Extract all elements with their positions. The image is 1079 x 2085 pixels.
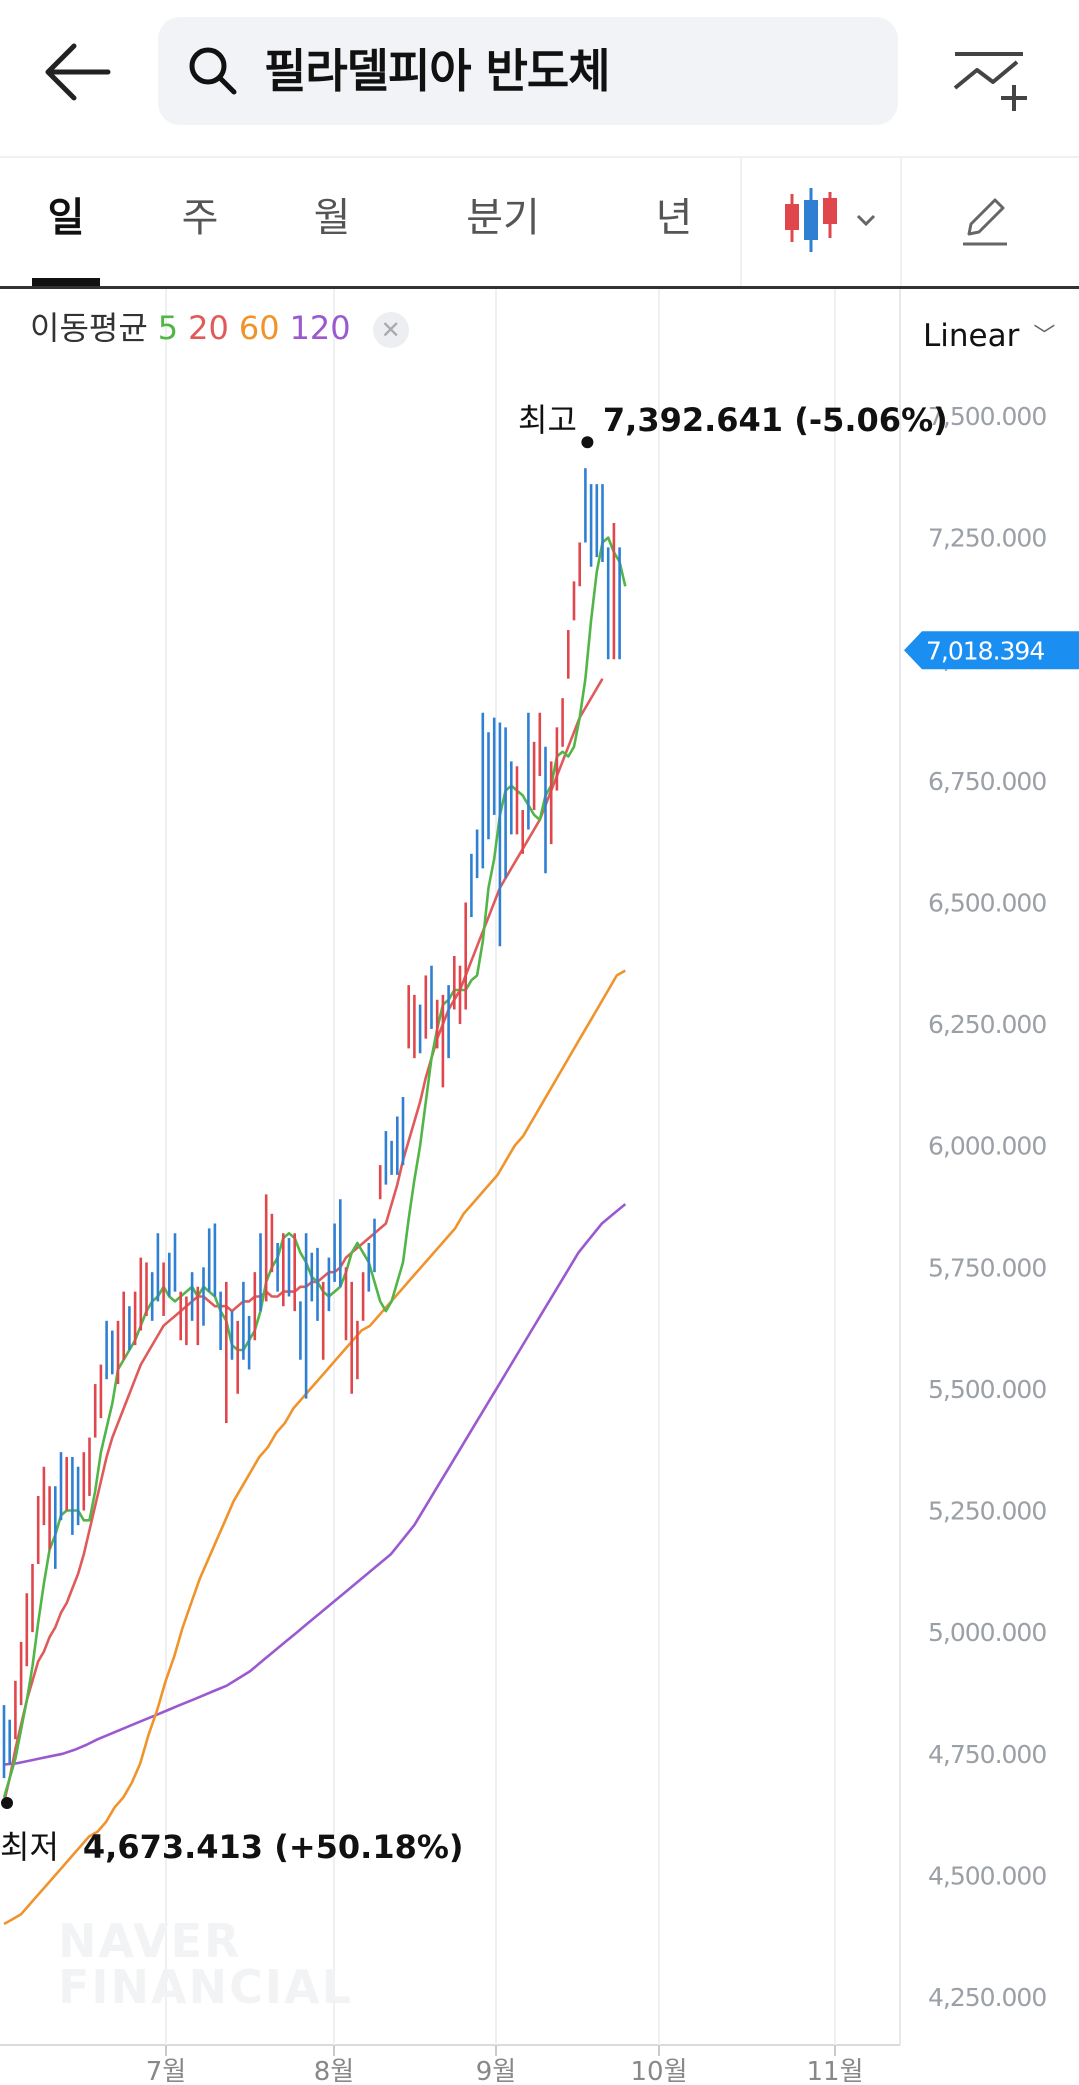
y-tick-label: 4,250.000	[928, 1983, 1046, 2012]
tab-yearly[interactable]: 년	[655, 195, 693, 241]
x-tick-label: 9월	[476, 2057, 516, 2085]
search-query-text: 필라델피아 반도체	[264, 44, 611, 98]
y-tick-label: 5,500.000	[928, 1375, 1046, 1404]
scale-select[interactable]: Linear ﹀	[923, 318, 1055, 354]
low-label-text: 최저	[0, 1828, 59, 1866]
ma5-line	[2, 536, 627, 1798]
add-compare-chart-icon[interactable]	[945, 36, 1035, 116]
y-tick-label: 7,500.000	[928, 402, 1046, 431]
top-header: 필라델피아 반도체	[0, 0, 1079, 155]
pencil-icon[interactable]	[955, 190, 1015, 250]
ma120-line	[3, 1203, 627, 1766]
ma60-line	[3, 969, 626, 1926]
y-axis-area	[900, 289, 1079, 2085]
back-arrow-icon[interactable]	[40, 32, 120, 112]
low-price-label: 최저 4,673.413 (+50.18%)	[0, 1822, 464, 1868]
active-tab-indicator	[32, 278, 100, 286]
price-chart[interactable]: 7월8월9월10월11월7,500.0007,250.0007,000.0006…	[0, 289, 1079, 2085]
y-tick-label: 4,500.000	[928, 1861, 1046, 1890]
y-tick-label: 6,750.000	[928, 767, 1046, 796]
high-value: 7,392.641 (-5.06%)	[602, 401, 948, 439]
chevron-down-icon: ﹀	[1033, 324, 1056, 349]
moving-average-legend: 이동평균 5 20 60 120 ✕	[30, 308, 419, 348]
current-price-badge	[904, 631, 1079, 670]
y-tick-label: 7,250.000	[928, 524, 1046, 553]
ma60-label: 60	[238, 309, 280, 347]
ma5-label: 5	[157, 309, 179, 347]
low-value: 4,673.413 (+50.18%)	[82, 1828, 464, 1866]
y-tick-label: 4,750.000	[928, 1740, 1046, 1769]
x-tick-label: 7월	[146, 2057, 186, 2085]
tab-separator	[900, 158, 902, 286]
x-tick-label: 10월	[630, 2057, 687, 2085]
period-tabs: 일 주 월 분기 년	[0, 158, 1079, 286]
y-tick-label: 5,000.000	[928, 1618, 1046, 1647]
ma120-label: 120	[289, 309, 351, 347]
tab-separator	[740, 158, 742, 286]
y-tick-label: 6,250.000	[928, 1010, 1046, 1039]
naver-financial-watermark: NAVER FINANCIAL	[58, 1914, 353, 2014]
search-input[interactable]: 필라델피아 반도체	[158, 17, 898, 125]
high-label-text: 최고	[518, 401, 577, 439]
tab-weekly[interactable]: 주	[181, 195, 219, 241]
high-price-label: 최고 7,392.641 (-5.06%)	[518, 395, 948, 441]
tabs-bottom-border	[0, 286, 1079, 289]
y-tick-label: 5,750.000	[928, 1253, 1046, 1282]
low-marker-dot	[1, 1797, 13, 1810]
x-tick-label: 11월	[806, 2057, 863, 2085]
search-icon	[189, 47, 237, 95]
y-tick-label: 5,250.000	[928, 1497, 1046, 1526]
current-price-label: 7,018.394	[926, 636, 1044, 665]
scale-value: Linear	[923, 318, 1020, 354]
close-icon[interactable]: ✕	[372, 312, 409, 348]
tab-quarterly[interactable]: 분기	[466, 195, 540, 241]
high-marker-dot	[581, 436, 594, 449]
tab-monthly[interactable]: 월	[313, 195, 351, 241]
ma20-line	[2, 678, 604, 1803]
ma20-label: 20	[188, 309, 229, 347]
header-divider	[0, 156, 1079, 158]
y-tick-label: 6,500.000	[928, 888, 1046, 917]
tab-daily[interactable]: 일	[47, 195, 85, 241]
x-tick-label: 8월	[314, 2057, 354, 2085]
candlestick-icon[interactable]	[778, 186, 888, 256]
moving-average-label: 이동평균	[30, 309, 148, 347]
y-tick-label: 6,000.000	[928, 1132, 1046, 1161]
